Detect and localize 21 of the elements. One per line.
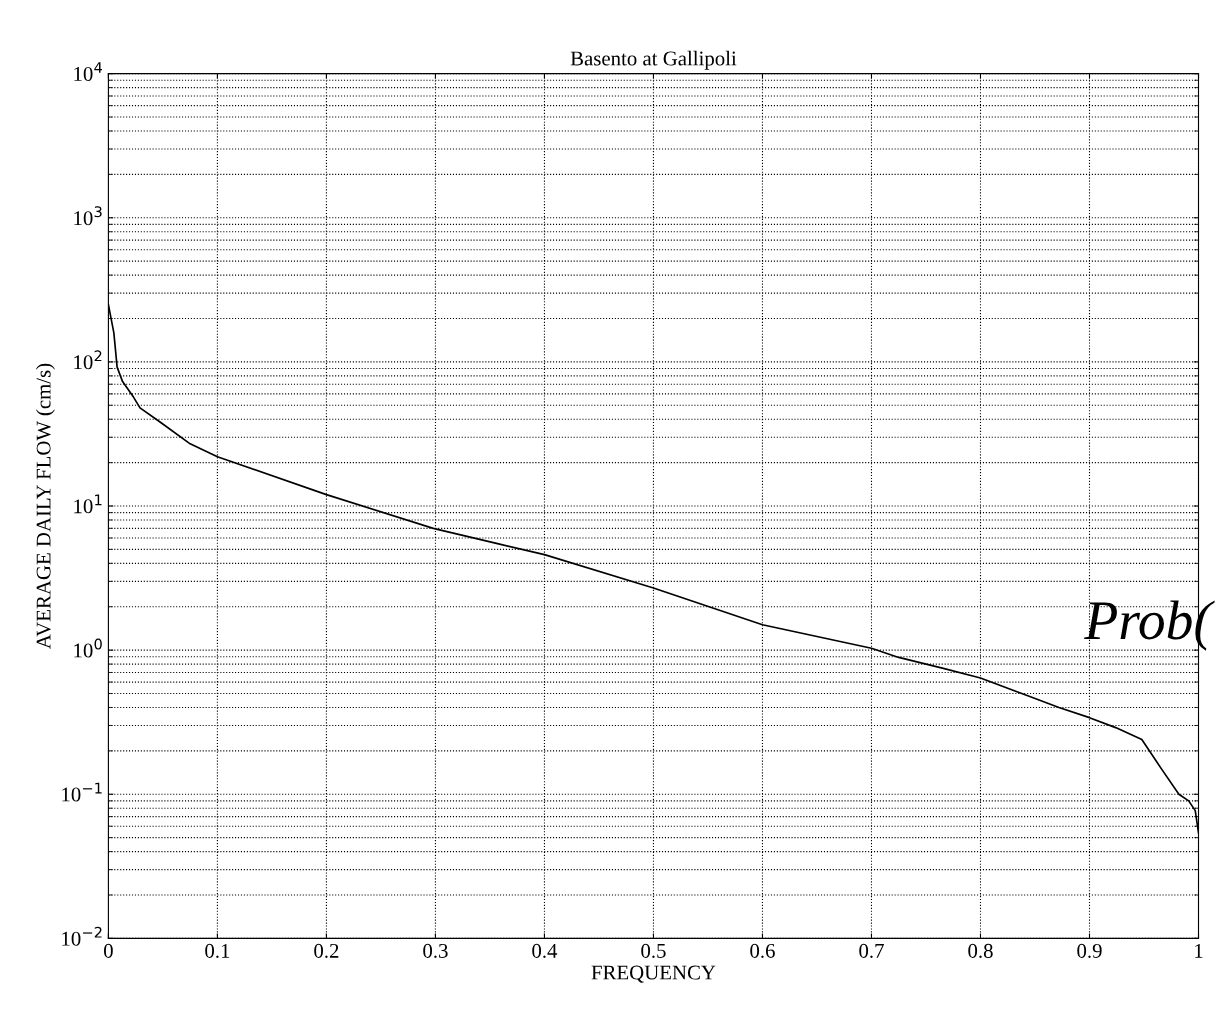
x-tick-label: 0.9 xyxy=(1077,943,1102,958)
x-tick-label: 0 xyxy=(103,943,113,958)
y-tick-label: 10$^{−2}$ xyxy=(62,926,102,946)
y-tick-label: 10$^{3}$ xyxy=(74,206,102,226)
y-tick-label: 10$^{−1}$ xyxy=(62,782,102,802)
x-tick-label: 0.2 xyxy=(314,943,339,958)
x-tick-label: 0.3 xyxy=(423,943,448,958)
y-tick-label: 10$^{4}$ xyxy=(74,62,102,81)
y-tick-label: 10$^{0}$ xyxy=(74,638,102,658)
x-tick-label: 0.1 xyxy=(205,943,230,958)
x-tick-label: 0.5 xyxy=(641,943,666,958)
y-tick-label: 10$^{2}$ xyxy=(74,350,102,370)
x-tick-label: 0.4 xyxy=(532,943,558,958)
x-axis-title: FREQUENCY xyxy=(591,965,716,983)
x-tick-label: 1 xyxy=(1195,943,1203,958)
chart-title: Basento at Gallipoli xyxy=(570,50,737,70)
x-tick-label: 0.6 xyxy=(750,943,775,958)
x-tick-label: 0.8 xyxy=(968,943,993,958)
x-tick-label: 0.7 xyxy=(859,943,884,958)
y-tick-label: 10$^{1}$ xyxy=(74,494,102,514)
y-axis-title: AVERAGE DAILY FLOW (cm/s) xyxy=(35,363,55,649)
